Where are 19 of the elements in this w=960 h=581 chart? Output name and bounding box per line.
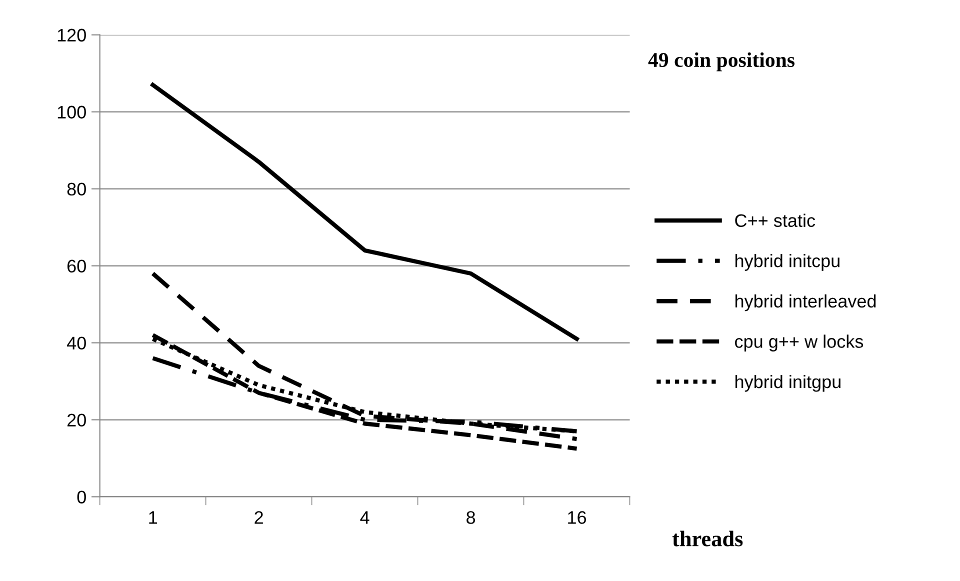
- y-tick-label: 100: [58, 106, 86, 119]
- y-tick-label: 0: [77, 490, 86, 504]
- y-tick-label: 20: [67, 414, 86, 426]
- y-tick-label: 120: [58, 28, 86, 42]
- legend-label: hybrid initgpu: [736, 374, 840, 392]
- y-tick-label: 40: [66, 336, 86, 350]
- x-tick-label: 2: [254, 511, 263, 524]
- legend-label: cpu g++ w locks: [735, 334, 864, 352]
- x-axis-title: threads: [672, 530, 743, 546]
- x-tick-label: 16: [568, 511, 586, 524]
- y-tick-label: 60: [67, 260, 86, 273]
- legend-label: hybrid initcpu: [736, 254, 840, 271]
- legend-label: hybrid interleaved: [736, 294, 876, 312]
- x-tick-label: 1: [149, 511, 157, 524]
- x-tick-label: 4: [360, 511, 370, 524]
- x-tick-label: 8: [466, 511, 476, 524]
- text: 49 coin positions: [648, 52, 795, 72]
- y-tick-label: 80: [67, 182, 86, 196]
- legend-label: C++ static: [735, 214, 816, 227]
